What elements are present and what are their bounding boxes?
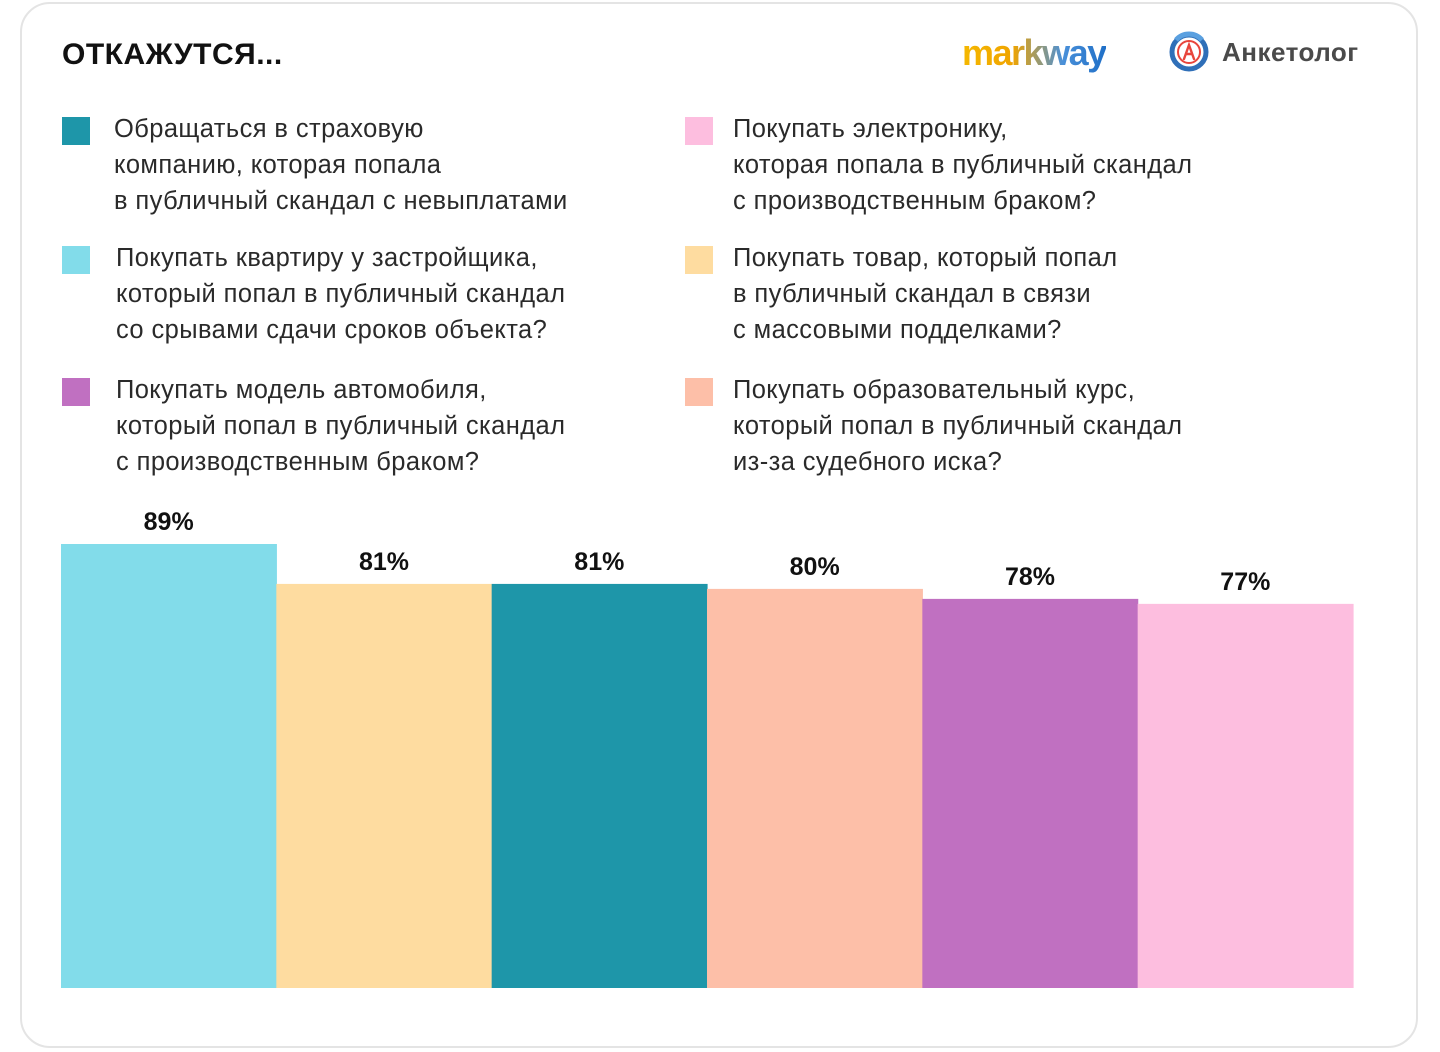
anketolog-logo: Анкетолог [1166,30,1359,74]
legend-swatch [62,246,90,274]
legend-label: Покупать товар, который попал в публичны… [733,244,1118,344]
bar-value-label-2: 81% [359,548,409,576]
anketolog-logo-icon [1169,31,1209,72]
legend-label: Покупать квартиру у застройщика, который… [116,244,566,344]
legend-swatch [685,117,713,145]
legend-item-counterfeit: Покупать товар, который попал в публичны… [685,244,1118,348]
bar-2 [276,583,493,988]
legend-item-course: Покупать образовательный курс, который п… [685,376,1182,480]
bar-value-label-4: 80% [790,553,840,581]
legend-label: Обращаться в страховую компанию, которая… [114,115,568,215]
legend-label: Покупать электронику, которая попала в п… [733,115,1193,215]
legend-item-car: Покупать модель автомобиля, который попа… [62,376,565,480]
bar-value-label-1: 89% [144,508,194,536]
bar-1 [61,544,277,988]
legend-item-apartment: Покупать квартиру у застройщика, который… [62,244,565,348]
legend-label: Покупать модель автомобиля, который попа… [116,376,566,476]
legend-swatch [62,117,90,145]
bar-5 [922,598,1139,988]
bar-4 [707,588,923,988]
legend-item-insurance: Обращаться в страховую компанию, которая… [62,115,568,219]
bar-3 [491,583,708,988]
legend-item-electronics: Покупать электронику, которая попала в п… [685,115,1192,219]
legend-label: Покупать образовательный курс, который п… [733,376,1183,476]
bar-value-label-5: 78% [1005,563,1055,591]
chart-title: ОТКАЖУТСЯ... [62,38,283,71]
legend-swatch [685,378,713,406]
markway-logo: markway [962,32,1107,73]
bar-value-label-3: 81% [574,548,624,576]
bar-6 [1137,603,1354,988]
anketolog-logo-text: Анкетолог [1222,36,1359,67]
legend-swatch [62,378,90,406]
bar-value-label-6: 77% [1220,568,1270,596]
legend-swatch [685,246,713,274]
